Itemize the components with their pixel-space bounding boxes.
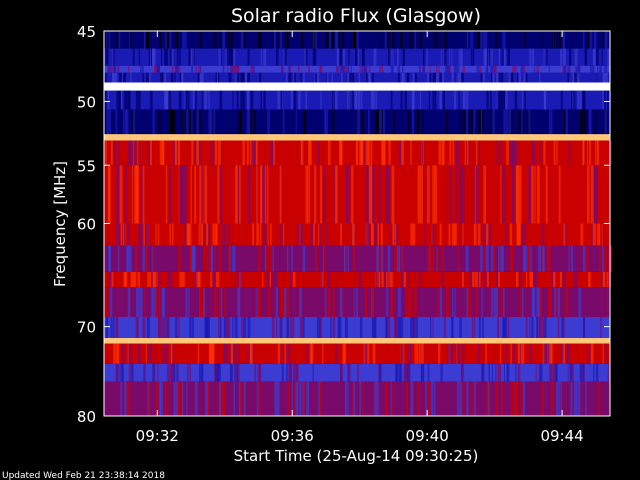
frequency-band — [104, 140, 612, 166]
y-tick-label: 70 — [77, 319, 96, 337]
x-tick-label: 09:32 — [136, 427, 179, 445]
y-tick-label: 50 — [77, 94, 96, 112]
frequency-band — [104, 317, 610, 339]
frequency-band — [104, 287, 610, 318]
y-tick-label: 60 — [77, 216, 96, 234]
x-tick-label: 09:44 — [540, 427, 583, 445]
frequency-band — [104, 72, 610, 83]
y-tick-label: 80 — [77, 408, 96, 426]
frequency-band — [104, 271, 612, 288]
frequency-band — [104, 343, 610, 364]
frequency-band — [104, 134, 610, 141]
frequency-band — [104, 90, 611, 110]
frequency-band — [104, 65, 610, 73]
y-tick-label: 55 — [77, 157, 96, 175]
x-axis-label: Start Time (25-Aug-14 09:30:25) — [234, 447, 479, 465]
y-axis-label: Frequency [MHz] — [51, 161, 69, 287]
spectrogram-plot-area — [104, 31, 613, 416]
frequency-band — [104, 223, 610, 246]
frequency-band — [104, 363, 610, 382]
x-tick-label: 09:36 — [271, 427, 314, 445]
x-tick-label: 09:40 — [406, 427, 449, 445]
updated-timestamp: Updated Wed Feb 21 23:38:14 2018 — [2, 471, 165, 480]
frequency-band — [104, 109, 610, 135]
x-axis: 09:32 09:36 09:40 09:44 — [136, 31, 584, 445]
frequency-band — [104, 338, 610, 344]
y-tick-label: 45 — [77, 23, 96, 41]
frequency-band — [104, 48, 611, 66]
frequency-band — [104, 31, 610, 49]
frequency-band — [104, 82, 610, 91]
frequency-band — [104, 245, 613, 272]
chart-title: Solar radio Flux (Glasgow) — [231, 5, 481, 27]
frequency-band — [104, 381, 610, 416]
y-axis: 45 50 55 60 70 80 — [77, 23, 610, 426]
frequency-band — [104, 165, 610, 224]
